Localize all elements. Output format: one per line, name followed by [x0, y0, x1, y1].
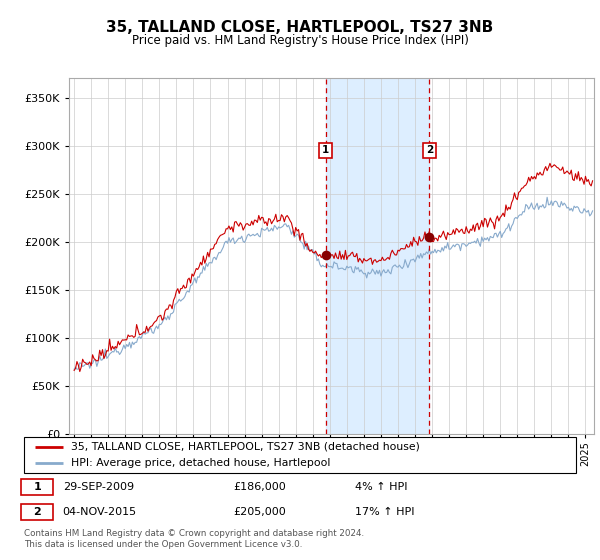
Text: HPI: Average price, detached house, Hartlepool: HPI: Average price, detached house, Hart… — [71, 459, 330, 468]
FancyBboxPatch shape — [24, 437, 576, 473]
Text: £186,000: £186,000 — [234, 482, 287, 492]
FancyBboxPatch shape — [21, 479, 53, 495]
Text: 35, TALLAND CLOSE, HARTLEPOOL, TS27 3NB (detached house): 35, TALLAND CLOSE, HARTLEPOOL, TS27 3NB … — [71, 442, 420, 451]
Text: 1: 1 — [322, 146, 329, 156]
Text: 2: 2 — [34, 507, 41, 517]
Text: £205,000: £205,000 — [234, 507, 287, 517]
Text: 1: 1 — [34, 482, 41, 492]
Text: 29-SEP-2009: 29-SEP-2009 — [62, 482, 134, 492]
Text: 04-NOV-2015: 04-NOV-2015 — [62, 507, 137, 517]
Text: Contains HM Land Registry data © Crown copyright and database right 2024.
This d: Contains HM Land Registry data © Crown c… — [24, 529, 364, 549]
FancyBboxPatch shape — [21, 504, 53, 520]
Text: 2: 2 — [426, 146, 433, 156]
Text: 35, TALLAND CLOSE, HARTLEPOOL, TS27 3NB: 35, TALLAND CLOSE, HARTLEPOOL, TS27 3NB — [106, 20, 494, 35]
Text: Price paid vs. HM Land Registry's House Price Index (HPI): Price paid vs. HM Land Registry's House … — [131, 34, 469, 46]
Text: 4% ↑ HPI: 4% ↑ HPI — [355, 482, 408, 492]
Text: 17% ↑ HPI: 17% ↑ HPI — [355, 507, 415, 517]
Bar — [326, 78, 430, 434]
